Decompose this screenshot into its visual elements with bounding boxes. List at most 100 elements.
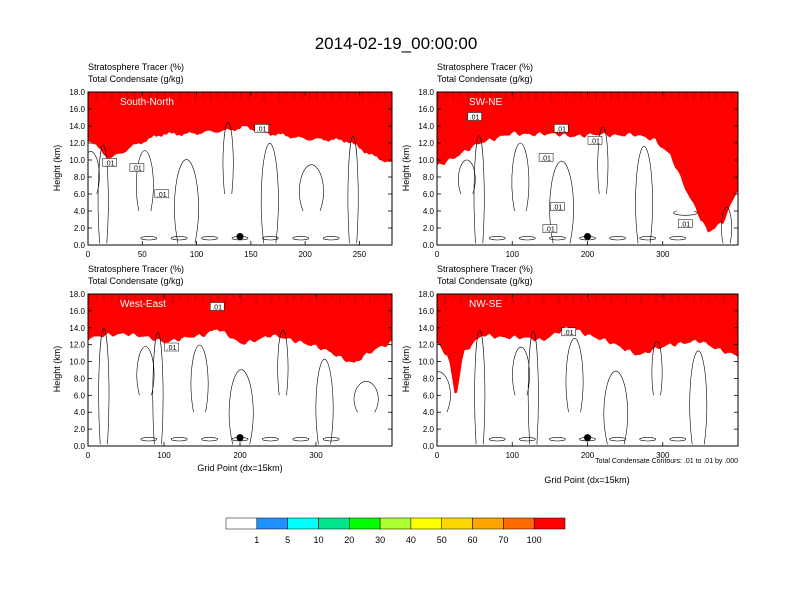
tracer-streak (354, 294, 356, 304)
condensate-contour (549, 236, 566, 241)
contour-label: .01 (680, 222, 690, 229)
tracer-streak (474, 92, 477, 97)
x-tick-label: 150 (244, 250, 258, 259)
condensate-contour (140, 437, 158, 442)
colorbar-swatch (410, 517, 442, 530)
x-axis-label: Grid Point (dx=15km) (544, 475, 629, 485)
tracer-streak (557, 92, 560, 97)
tracer-streak (338, 294, 341, 304)
tracer-streak (369, 92, 372, 97)
tracer-streak (467, 92, 470, 102)
tracer-streak (685, 294, 688, 302)
x-tick-label: 100 (157, 451, 171, 460)
tracer-streak (247, 294, 250, 298)
condensate-contour (488, 236, 506, 241)
tracer-streak (255, 294, 258, 304)
condensate-contour (190, 344, 209, 413)
tracer-streak (240, 92, 242, 100)
tracer-streak (655, 92, 658, 97)
tracer-streak (376, 92, 379, 102)
tracer-streak (610, 92, 613, 100)
colorbar-label: 60 (467, 535, 477, 545)
tracer-streak (497, 92, 500, 102)
x-tick-label: 0 (86, 250, 91, 259)
contour-label: .01 (105, 160, 115, 167)
location-marker (584, 434, 591, 442)
condensate-contour (473, 135, 485, 244)
tracer-streak (519, 92, 522, 101)
tracer-streak (110, 294, 113, 303)
x-tick-label: 300 (656, 451, 670, 460)
condensate-contour (152, 331, 164, 445)
contour-label: .01 (470, 115, 480, 122)
y-tick-label: 0.0 (423, 241, 435, 250)
tracer-streak (133, 92, 136, 101)
y-tick-label: 14.0 (69, 324, 85, 333)
tracer-streak (278, 294, 280, 301)
colorbar-label: 100 (527, 535, 542, 545)
tracer-streak (376, 294, 379, 302)
tracer-streak (262, 92, 265, 102)
condensate-contour (549, 160, 574, 244)
colorbar-swatch (533, 517, 566, 530)
y-tick-label: 12.0 (418, 341, 434, 350)
tracer-streak (88, 294, 90, 304)
y-tick-label: 10.0 (418, 358, 434, 367)
tracer-streak (497, 294, 500, 303)
contour-label-box (587, 136, 603, 145)
tracer-streak (632, 294, 635, 299)
tracer-streak (730, 92, 733, 102)
tracer-streak (677, 92, 680, 102)
condensate-contour (689, 350, 708, 445)
x-tick-label: 100 (190, 250, 204, 259)
tracer-streak (489, 92, 492, 98)
tracer-streak (118, 92, 121, 99)
contour-label-box (129, 163, 145, 172)
tracer-streak (346, 92, 349, 102)
y-tick-label: 12.0 (69, 341, 85, 350)
condensate-contour (262, 236, 279, 241)
condensate-contour (222, 122, 234, 195)
tracer-streak (224, 294, 227, 304)
tracer-streak (715, 92, 718, 102)
colorbar-label: 50 (437, 535, 447, 545)
tracer-streak (692, 92, 695, 101)
tracer-streak (534, 92, 537, 102)
condensate-contour (669, 437, 687, 442)
panel-label: West-East (120, 299, 166, 310)
condensate-contour (474, 329, 486, 445)
tracer-streak (331, 92, 334, 101)
condensate-contour (201, 236, 218, 241)
contour-label: .01 (157, 192, 167, 199)
condensate-contour (170, 236, 188, 241)
tracer-streak (519, 294, 522, 300)
condensate-contour (262, 437, 279, 442)
tracer-streak (527, 92, 530, 100)
contour-label-box (102, 158, 117, 167)
y-tick-label: 16.0 (418, 105, 434, 114)
tracer-streak (670, 92, 673, 98)
tracer-streak (617, 294, 620, 300)
x-tick-label: 200 (581, 250, 595, 259)
tracer-streak (331, 294, 334, 299)
tracer-streak (247, 92, 250, 102)
y-tick-label: 14.0 (418, 122, 434, 131)
condensate-contour (639, 437, 657, 442)
x-tick-label: 0 (435, 250, 440, 259)
tracer-streak (625, 92, 628, 99)
tracer-streak (164, 294, 166, 299)
panel-nw-se: Stratosphere Tracer (%) Total Condensate… (401, 264, 739, 485)
panel-title-condensate: Total Condensate (g/kg) (88, 276, 184, 286)
tracer-streak (549, 92, 552, 102)
panel-south-north: Stratosphere Tracer (%) Total Condensate… (52, 62, 393, 259)
tracer-streak (354, 92, 356, 98)
contour-label: .01 (545, 227, 555, 234)
y-tick-label: 4.0 (74, 408, 86, 417)
tracer-streak (730, 294, 733, 300)
figure-title: 2014-02-19_00:00:00 (315, 34, 478, 53)
tracer-streak (437, 294, 439, 299)
tracer-streak (580, 92, 582, 102)
tracer-streak (587, 294, 590, 302)
tracer-streak (640, 294, 643, 304)
colorbar-label: 10 (313, 535, 323, 545)
